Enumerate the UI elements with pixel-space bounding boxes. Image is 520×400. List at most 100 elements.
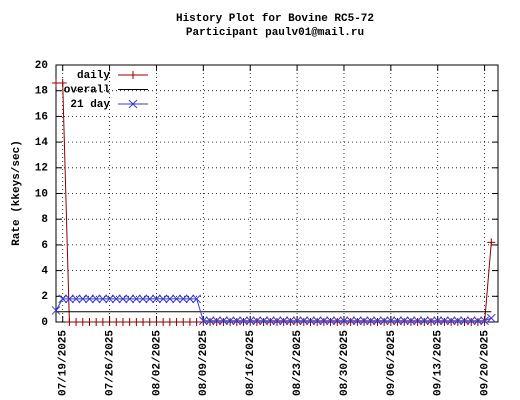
y-tick-label: 0 xyxy=(41,317,48,329)
series-line xyxy=(55,298,492,322)
data-point xyxy=(185,318,194,326)
data-point xyxy=(98,294,108,304)
data-point xyxy=(71,294,81,304)
chart-title: History Plot for Bovine RC5-72 xyxy=(176,13,374,25)
data-point xyxy=(366,318,375,326)
y-tick-label: 6 xyxy=(41,240,48,252)
data-point xyxy=(111,294,121,304)
data-point xyxy=(473,318,482,326)
data-point xyxy=(266,318,275,326)
data-point xyxy=(366,316,376,326)
data-point xyxy=(239,318,248,326)
x-tick-label: 08/23/2025 xyxy=(292,330,304,396)
data-point xyxy=(279,318,288,326)
data-point xyxy=(219,316,228,326)
data-point xyxy=(219,318,228,326)
data-point xyxy=(118,294,128,304)
data-point xyxy=(225,316,235,326)
data-point xyxy=(58,78,67,87)
data-point xyxy=(373,318,382,326)
data-point xyxy=(152,318,161,326)
data-point xyxy=(306,316,315,326)
data-point xyxy=(159,318,168,326)
data-point xyxy=(313,318,322,326)
y-tick-label: 18 xyxy=(35,86,49,98)
data-point xyxy=(232,318,241,326)
data-point xyxy=(259,316,268,326)
data-point xyxy=(453,318,462,326)
data-point xyxy=(112,318,121,326)
data-point xyxy=(400,318,409,326)
data-point xyxy=(379,316,389,326)
y-tick-label: 16 xyxy=(35,111,48,123)
x-tick-label: 09/13/2025 xyxy=(433,330,445,396)
data-point xyxy=(319,316,329,326)
data-point xyxy=(65,318,74,326)
data-point xyxy=(125,294,135,304)
data-point xyxy=(125,318,134,326)
data-point xyxy=(85,294,94,304)
data-point xyxy=(98,318,107,326)
data-point xyxy=(346,318,355,326)
data-point xyxy=(433,318,442,326)
legend-label: 21 day xyxy=(70,99,110,111)
x-tick-label: 07/19/2025 xyxy=(58,330,70,396)
x-tick-label: 08/30/2025 xyxy=(339,330,351,396)
data-point xyxy=(232,316,242,326)
data-point xyxy=(205,316,215,326)
data-point xyxy=(118,318,127,326)
data-point xyxy=(292,316,302,326)
data-point xyxy=(152,294,161,304)
data-point xyxy=(413,318,422,326)
data-point xyxy=(132,318,141,326)
data-point xyxy=(145,294,155,304)
data-point xyxy=(466,316,476,326)
data-point xyxy=(333,318,342,326)
data-point xyxy=(293,318,302,326)
data-point xyxy=(413,316,422,326)
data-point xyxy=(192,318,201,326)
data-point xyxy=(105,294,114,304)
y-tick-label: 8 xyxy=(41,214,48,226)
data-point xyxy=(245,316,255,326)
data-point xyxy=(198,316,208,326)
y-tick-label: 2 xyxy=(41,291,48,303)
legend-marker xyxy=(129,71,137,79)
data-point xyxy=(386,316,396,326)
data-point xyxy=(426,316,436,326)
data-point xyxy=(179,318,188,326)
data-point xyxy=(273,318,281,326)
data-point xyxy=(279,316,289,326)
data-point xyxy=(132,294,141,304)
data-point xyxy=(359,316,369,326)
data-point xyxy=(312,316,322,326)
data-point xyxy=(139,318,148,326)
legend-marker xyxy=(128,99,138,109)
data-point xyxy=(393,318,402,326)
data-point xyxy=(306,318,315,326)
x-tick-label: 08/02/2025 xyxy=(151,330,163,396)
data-point xyxy=(326,318,335,326)
data-point xyxy=(226,318,235,326)
data-point xyxy=(419,316,429,326)
data-point xyxy=(473,316,483,326)
data-point xyxy=(446,316,456,326)
data-point xyxy=(427,318,436,326)
data-point xyxy=(480,316,489,326)
data-point xyxy=(486,313,496,323)
data-point xyxy=(440,316,449,326)
data-point xyxy=(265,316,275,326)
legend-label: daily xyxy=(77,70,110,82)
data-point xyxy=(373,316,382,326)
data-point xyxy=(91,294,101,304)
data-point xyxy=(453,316,463,326)
data-point xyxy=(353,316,362,326)
y-axis-label: Rate (kkeys/sec) xyxy=(11,140,23,246)
y-tick-label: 14 xyxy=(35,137,49,149)
data-point xyxy=(192,294,201,304)
data-point xyxy=(206,318,215,326)
data-point xyxy=(467,318,476,326)
data-point xyxy=(212,316,222,326)
